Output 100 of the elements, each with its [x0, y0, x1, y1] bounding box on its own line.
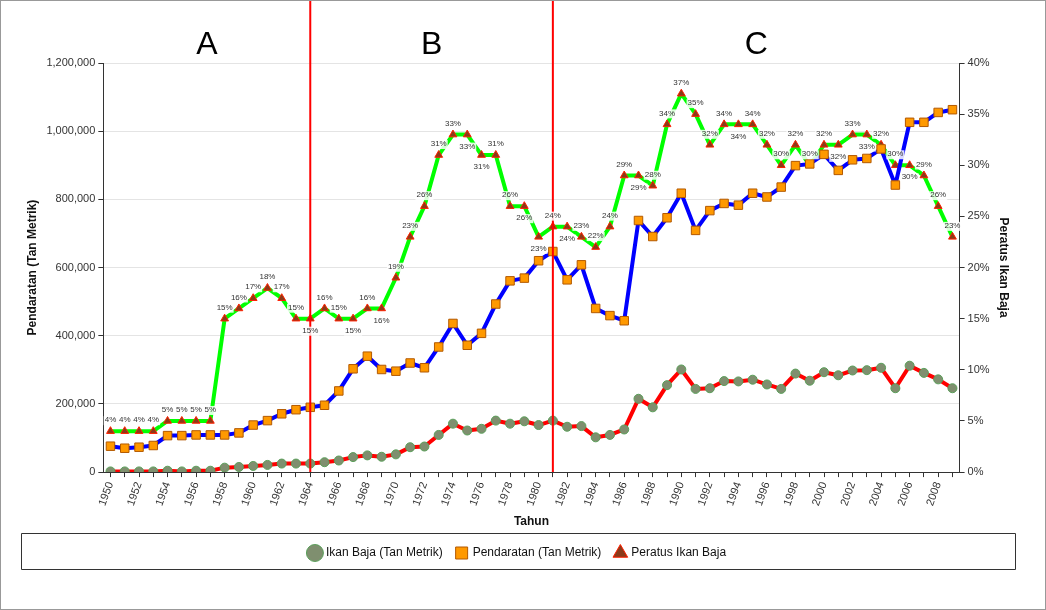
data-label: 4%: [118, 415, 131, 425]
data-label: 23%: [944, 221, 961, 231]
data-label: 31%: [487, 139, 504, 149]
x-tick-label: 1964: [295, 479, 315, 508]
data-label: 32%: [758, 129, 775, 139]
x-tick-label: 1978: [495, 479, 515, 508]
data-label: 26%: [502, 190, 519, 200]
x-tick-label: 1952: [124, 479, 144, 508]
x-tick-label: 1972: [409, 479, 430, 508]
y2-axis-title: Peratus Ikan Baja: [997, 217, 1012, 318]
y-tick-label: 600,000: [55, 260, 96, 273]
data-label: 23%: [573, 221, 590, 231]
data-label: 32%: [816, 129, 833, 139]
x-tick-label: 1954: [152, 479, 173, 508]
data-label: 16%: [373, 315, 390, 325]
y2-tick-label: 30%: [967, 158, 990, 171]
data-label: 18%: [259, 272, 276, 282]
data-label: 37%: [673, 77, 690, 87]
x-tick-label: 1950: [95, 479, 116, 508]
data-label: 31%: [473, 162, 490, 172]
x-tick-label: 1998: [780, 479, 801, 508]
data-label: 33%: [444, 118, 461, 128]
x-tick-label: 1982: [552, 479, 572, 508]
x-tick-label: 1966: [323, 479, 344, 508]
x-tick-label: 1958: [209, 479, 230, 508]
data-label: 30%: [773, 149, 790, 159]
data-label: 4%: [104, 415, 117, 425]
x-tick-label: 2004: [866, 479, 886, 508]
y-tick-label: 400,000: [55, 328, 96, 341]
x-tick-label: 1956: [181, 479, 201, 508]
x-tick-label: 2002: [837, 479, 858, 508]
y2-tick-label: 10%: [967, 362, 990, 375]
x-tick-label: 2006: [894, 479, 915, 508]
data-label: 33%: [858, 141, 875, 151]
data-label: 30%: [801, 149, 818, 159]
y-tick-label: 200,000: [55, 396, 96, 409]
y-tick-label: 800,000: [55, 192, 96, 205]
y2-tick-label: 40%: [967, 56, 990, 69]
data-label: 30%: [901, 172, 918, 182]
data-label: 5%: [204, 405, 217, 415]
legend-label: Pendaratan (Tan Metrik): [472, 545, 602, 560]
data-label: 15%: [287, 302, 304, 312]
data-label: 32%: [873, 129, 890, 139]
y-tick-label: 1,200,000: [46, 56, 96, 69]
x-tick-label: 1962: [266, 479, 287, 508]
x-tick-label: 1984: [580, 479, 601, 508]
x-tick-label: 2000: [809, 479, 829, 508]
y2-tick-label: 25%: [967, 209, 990, 222]
data-label: 34%: [744, 108, 761, 118]
legend-label: Ikan Baja (Tan Metrik): [325, 545, 443, 560]
text: B: [420, 24, 443, 61]
data-label: 15%: [216, 302, 233, 312]
x-tick-label: 1986: [609, 479, 629, 508]
data-label: 24%: [544, 210, 561, 220]
data-label: 30%: [887, 149, 904, 159]
y-tick-label: 1,000,000: [46, 124, 96, 137]
x-tick-label: 1996: [752, 479, 772, 508]
data-label: 23%: [530, 244, 547, 254]
text: A: [196, 24, 219, 61]
y-axis-title: Pendaratan (Tan Metrik): [24, 199, 39, 336]
x-tick-label: 2008: [923, 479, 943, 508]
x-tick-label: 1960: [238, 479, 258, 508]
x-tick-label: 1976: [466, 479, 487, 508]
data-label: 29%: [915, 159, 932, 169]
x-tick-label: 1980: [523, 479, 544, 508]
data-label: 34%: [730, 131, 747, 141]
y2-tick-label: 20%: [967, 260, 990, 273]
data-label: 23%: [402, 221, 419, 231]
data-label: 15%: [302, 325, 319, 335]
y2-tick-label: 0%: [967, 465, 984, 478]
x-tick-label: 1974: [438, 479, 458, 508]
data-label: 16%: [230, 292, 247, 302]
data-label: 5%: [161, 405, 174, 415]
x-tick-label: 1988: [637, 479, 658, 508]
y-tick-label: 0: [89, 465, 96, 478]
data-label: 5%: [190, 405, 202, 415]
data-label: 34%: [659, 108, 676, 118]
y2-tick-label: 5%: [967, 413, 984, 426]
data-label: 15%: [345, 325, 362, 335]
data-label: 17%: [245, 282, 262, 292]
legend-label: Peratus Ikan Baja: [631, 545, 727, 560]
x-tick-label: 1968: [352, 479, 373, 508]
data-label: 29%: [630, 182, 647, 192]
y2-tick-label: 35%: [967, 107, 990, 120]
data-label: 5%: [176, 405, 188, 415]
data-label: 33%: [844, 118, 861, 128]
data-label: 4%: [133, 415, 145, 425]
data-label: 26%: [516, 213, 533, 223]
data-label: 29%: [616, 159, 633, 169]
x-axis-title: Tahun: [513, 514, 550, 529]
text: C: [744, 24, 768, 61]
data-label: 15%: [330, 302, 347, 312]
data-label: 35%: [687, 98, 704, 108]
data-label: 4%: [147, 415, 160, 425]
data-label: 32%: [787, 129, 804, 139]
x-tick-label: 1990: [666, 479, 687, 508]
data-label: 19%: [387, 261, 404, 271]
y2-tick-label: 15%: [967, 311, 990, 324]
data-label: 24%: [601, 210, 618, 220]
data-label: 16%: [316, 292, 333, 302]
